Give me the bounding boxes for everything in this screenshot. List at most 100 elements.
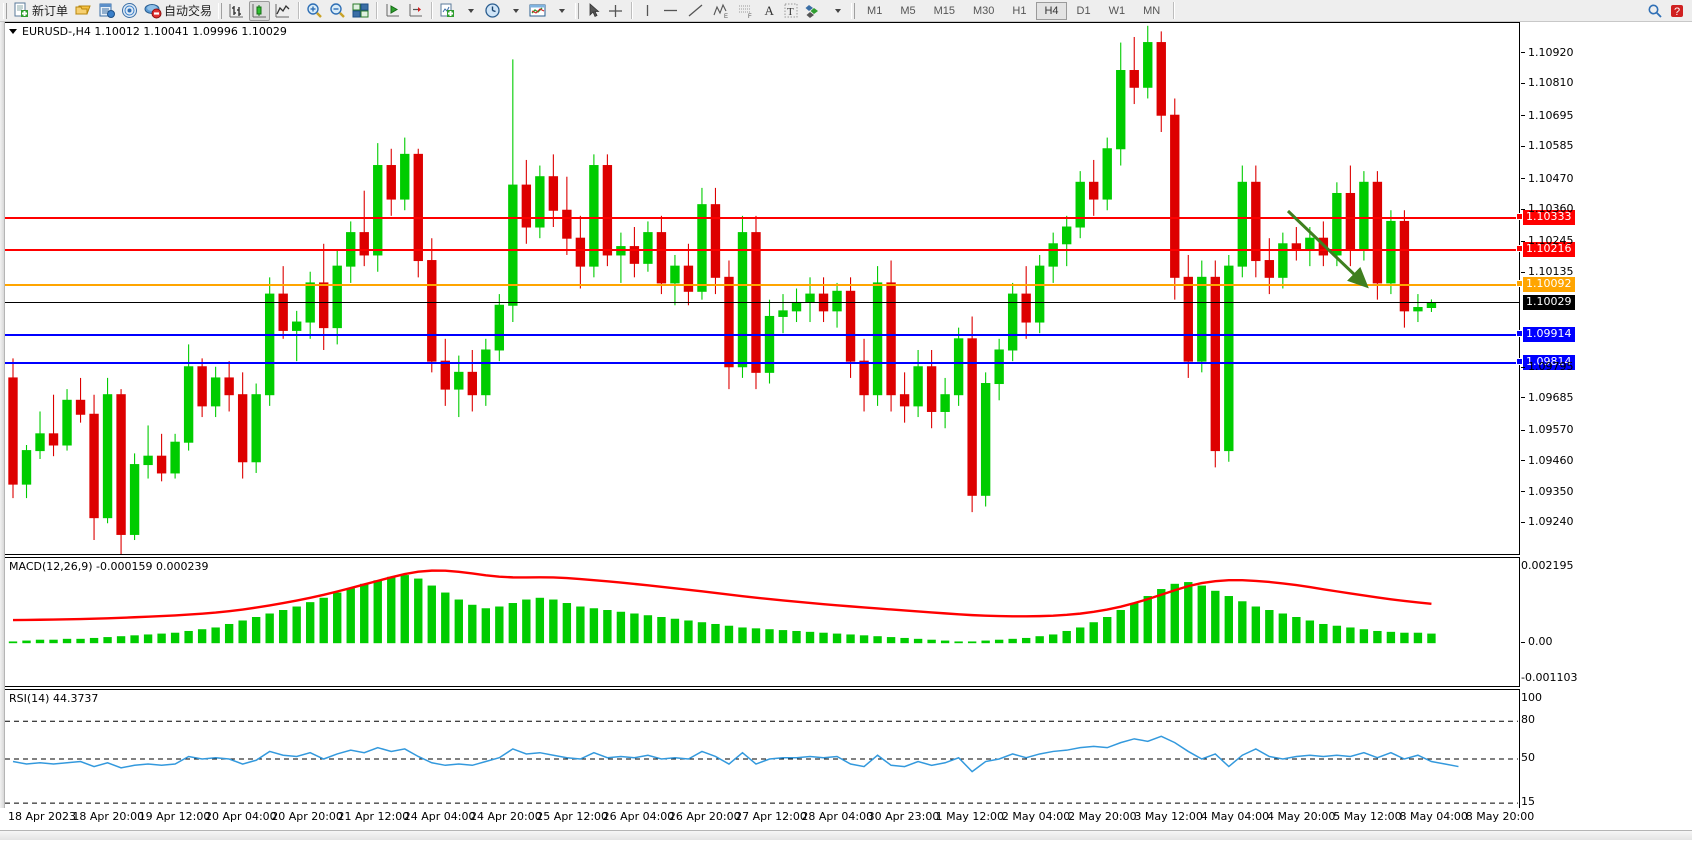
tab-timeframe-m30[interactable]: M30 (973, 4, 995, 17)
tab-timeframe-mn[interactable]: MN (1143, 4, 1161, 17)
chevron-down-icon[interactable] (9, 29, 17, 34)
rsi-tick: 50 (1521, 751, 1535, 764)
time-axis[interactable]: 18 Apr 2023 18 Apr 20:00 19 Apr 12:00 20 Ap… (0, 808, 1692, 854)
bar-chart-button[interactable] (226, 1, 247, 21)
tile-windows-button[interactable] (350, 1, 371, 21)
line-chart-button[interactable] (272, 1, 293, 21)
help-icon: ? (1671, 4, 1683, 18)
objects-dropdown[interactable] (827, 1, 847, 21)
toolbar-grip-3[interactable] (575, 2, 580, 19)
time-tick: 18 Apr 2023 (7, 810, 77, 823)
pivot-line-label[interactable]: 1.10092 (1516, 277, 1575, 293)
data-window-button[interactable] (96, 1, 117, 21)
toolbar-separator-4 (631, 2, 633, 19)
support-line-1[interactable] (5, 333, 1519, 336)
macd-tick: -0.001103 (1521, 671, 1578, 684)
tab-timeframe-m5[interactable]: M5 (900, 4, 916, 17)
toolbar-grip[interactable] (3, 2, 7, 19)
support-line-2-label[interactable]: 1.09814 (1516, 354, 1575, 370)
price-tick: 1.10920 (1521, 46, 1574, 59)
tab-timeframe-m1[interactable]: M1 (867, 4, 883, 17)
indicators-button[interactable] (437, 1, 458, 21)
time-tick: 30 Apr 23:00 (867, 810, 940, 823)
horizontal-line-button[interactable] (659, 1, 682, 21)
crosshair-button[interactable] (605, 1, 626, 21)
toolbar-grip-2[interactable] (218, 2, 223, 19)
zoom-out-button[interactable] (327, 1, 348, 21)
help-button[interactable]: ? (1667, 1, 1687, 21)
time-tick: 26 Apr 20:00 (668, 810, 741, 823)
resistance-line-1-label[interactable]: 1.10333 (1516, 209, 1575, 225)
fibonacci-button[interactable]: F (734, 1, 757, 21)
main-toolbar: 新订单 (0, 0, 1692, 22)
price-chart-panel[interactable]: EURUSD-,H4 1.10012 1.10041 1.09996 1.100… (5, 22, 1520, 555)
vertical-scrollbar[interactable] (0, 22, 5, 830)
macd-indicator-panel[interactable]: MACD(12,26,9) -0.000159 0.000239 (5, 557, 1520, 687)
trendline-button[interactable] (684, 1, 707, 21)
price-axis[interactable]: 1.10333 1.10216 1.10092 1.10029 1.09914 1.098… (1516, 22, 1692, 555)
chevron-down-icon (513, 8, 520, 13)
templates-dropdown[interactable] (551, 1, 571, 21)
auto-scroll-button[interactable] (382, 1, 403, 21)
objects-button[interactable] (803, 1, 825, 21)
support-line-1-handle[interactable] (1516, 329, 1523, 337)
resistance-line-1-handle[interactable] (1516, 212, 1523, 220)
resistance-line-2-handle[interactable] (1516, 245, 1523, 253)
text-label-button[interactable]: T (781, 1, 801, 21)
indicators-dropdown[interactable] (460, 1, 480, 21)
templates-button[interactable] (527, 1, 549, 21)
horizontal-scrollbar[interactable] (0, 830, 1692, 840)
text-icon: A (764, 3, 774, 18)
resistance-line-2[interactable] (5, 249, 1519, 252)
navigator-button[interactable] (119, 1, 140, 21)
resistance-line-1[interactable] (5, 216, 1519, 219)
time-tick: 25 Apr 12:00 (536, 810, 609, 823)
new-order-button[interactable]: 新订单 (11, 1, 70, 21)
market-watch-button[interactable] (72, 1, 94, 21)
pivot-line-handle[interactable] (1516, 280, 1523, 288)
zoom-in-button[interactable] (304, 1, 325, 21)
macd-axis: 0.002195 0.00 -0.001103 (1521, 557, 1692, 687)
tab-timeframe-h1[interactable]: H1 (1012, 4, 1027, 17)
candlestick-chart-button[interactable] (249, 0, 271, 21)
vertical-line-button[interactable] (637, 1, 657, 21)
search-button[interactable] (1645, 1, 1665, 21)
bearish-arrow[interactable] (1280, 203, 1380, 298)
pivot-line[interactable] (5, 284, 1519, 287)
last-price-line-label[interactable]: 1.10029 (1523, 294, 1575, 310)
price-plot (5, 23, 1519, 554)
support-line-2-handle[interactable] (1516, 357, 1523, 365)
svg-text:F: F (748, 14, 752, 19)
svg-text:T: T (787, 6, 794, 18)
macd-tick: 0.00 (1521, 635, 1553, 648)
toolbar-separator-1 (298, 2, 300, 19)
text-button[interactable]: A (759, 1, 779, 21)
rsi-indicator-panel[interactable]: RSI(14) 44.3737 (5, 689, 1520, 829)
price-tick: 1.10135 (1521, 265, 1574, 278)
periods-button[interactable] (482, 1, 503, 21)
arrow-cursor-icon (589, 3, 600, 18)
support-line-1-label[interactable]: 1.09914 (1516, 326, 1575, 342)
tab-timeframe-h4[interactable]: H4 (1036, 1, 1067, 20)
elliott-wave-button[interactable]: E (709, 1, 732, 21)
tab-timeframe-d1[interactable]: D1 (1076, 4, 1091, 17)
chart-shift-button[interactable] (405, 1, 426, 21)
price-tick: 1.10695 (1521, 109, 1574, 122)
time-tick: 4 May 04:00 (1200, 810, 1270, 823)
tab-timeframe-w1[interactable]: W1 (1108, 4, 1126, 17)
last-price-line (5, 301, 1519, 303)
svg-text:E: E (724, 14, 728, 19)
chevron-down-icon (559, 8, 566, 13)
price-tick: 1.09460 (1521, 454, 1574, 467)
periods-dropdown[interactable] (505, 1, 525, 21)
tab-timeframe-m15[interactable]: M15 (933, 4, 955, 17)
macd-series (8, 569, 1436, 644)
support-line-2[interactable] (5, 361, 1519, 364)
elliott-wave-icon: E (713, 3, 728, 19)
resistance-line-2-label[interactable]: 1.10216 (1516, 242, 1575, 258)
time-tick: 8 May 20:00 (1465, 810, 1535, 823)
auto-trading-button[interactable]: 自动交易 (142, 1, 214, 21)
cursor-button[interactable] (583, 1, 603, 21)
time-tick: 2 May 04:00 (1001, 810, 1071, 823)
toolbar-grip-4[interactable] (851, 2, 856, 19)
